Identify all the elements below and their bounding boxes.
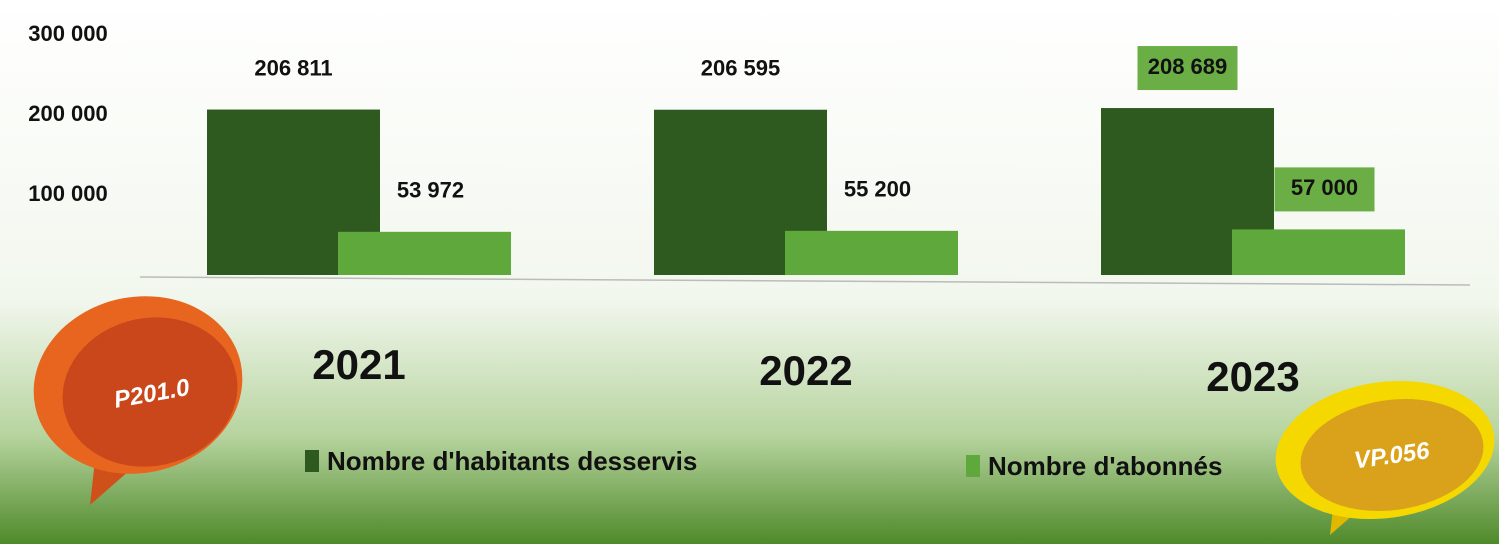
x-tick-label: 2023	[1206, 353, 1299, 400]
data-label: 55 200	[844, 177, 911, 202]
legend-label: Nombre d'habitants desservis	[327, 446, 697, 476]
label-box	[1274, 167, 1375, 212]
bubble-left: P201.0	[33, 296, 243, 505]
y-tick-label: 300 000	[28, 21, 108, 46]
legend-swatch	[966, 455, 980, 477]
y-tick-label: 200 000	[28, 101, 108, 126]
label-box	[1137, 46, 1238, 91]
legend-label: Nombre d'abonnés	[988, 451, 1222, 481]
x-tick-label: 2022	[759, 347, 852, 394]
data-label: 206 811	[254, 55, 332, 80]
bar	[338, 231, 511, 275]
legend-swatch	[305, 450, 319, 472]
data-label: 57 000	[1291, 175, 1358, 200]
data-label: 53 972	[397, 178, 464, 203]
bar	[785, 230, 958, 275]
y-tick-label: 100 000	[28, 181, 108, 206]
x-tick-label: 2021	[312, 341, 405, 388]
bubble-right: VP.056	[1275, 380, 1495, 535]
data-label: 206 595	[701, 56, 781, 81]
bar	[1232, 229, 1405, 275]
data-label: 208 689	[1148, 54, 1228, 79]
baseline	[139, 276, 1471, 286]
